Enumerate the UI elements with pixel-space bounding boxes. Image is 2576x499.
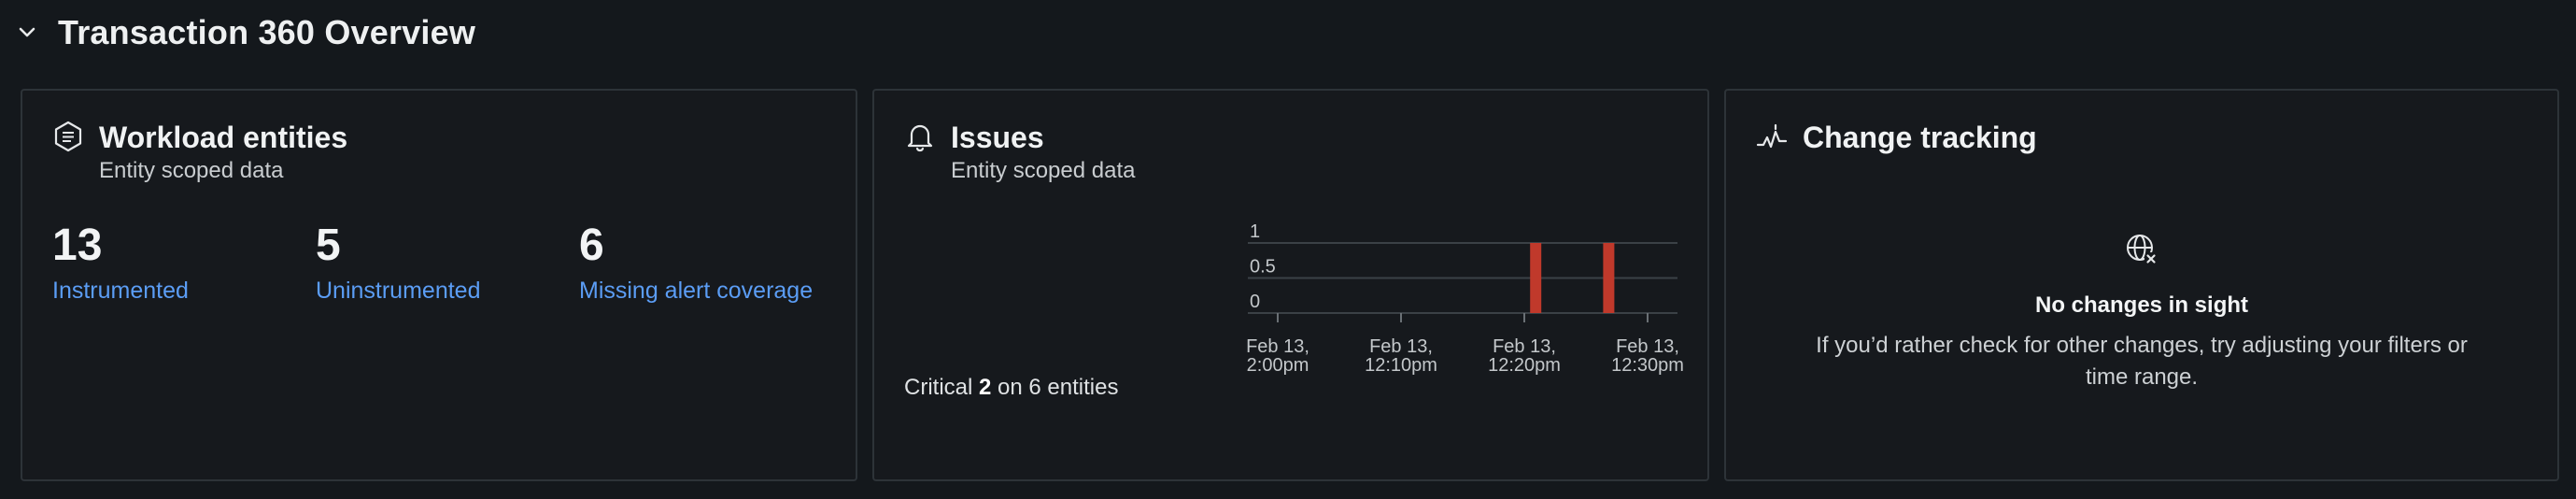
stat-uninstrumented: 5 Uninstrumented [316,220,480,305]
x-tick-label: 12:10pm [1365,355,1437,376]
chevron-down-icon[interactable] [17,22,37,43]
critical-suffix: on 6 entities [998,375,1119,400]
uninstrumented-link[interactable]: Uninstrumented [316,278,481,304]
x-tick-label: 2:00pm [1247,355,1309,376]
stat-value: 6 [579,221,604,270]
critical-count: 2 [979,375,992,400]
x-tick-label: 12:20pm [1488,355,1561,376]
empty-state-title: No changes in sight [2034,292,2249,318]
workload-entities-card: Workload entities Entity scoped data 13 … [21,89,857,481]
workload-card-title: Workload entities [99,121,348,154]
section-header: Transaction 360 Overview [17,9,475,56]
x-tick-label: 12:30pm [1611,355,1684,376]
workload-card-header: Workload entities Entity scoped data [52,119,347,184]
bell-icon [904,121,936,152]
change-tracking-icon [1756,121,1788,152]
stat-missing-alert-coverage: 6 Missing alert coverage [579,220,813,305]
missing-alert-coverage-link[interactable]: Missing alert coverage [579,278,814,304]
issues-card-title: Issues [951,121,1044,154]
globe-x-icon [2123,231,2160,268]
empty-state: No changes in sight If you’d rather chec… [1726,231,2557,393]
critical-label: Critical [904,375,973,400]
page-title: Transaction 360 Overview [58,13,476,51]
y-tick-label: 1 [1250,221,1260,242]
critical-summary: Critical 2 on 6 entities [904,375,1118,401]
empty-state-body: If you’d rather check for other changes,… [1816,333,2468,390]
change-card-title: Change tracking [1803,121,2037,154]
stat-value: 5 [316,221,341,270]
workload-icon [52,121,84,152]
instrumented-link[interactable]: Instrumented [52,278,189,304]
issues-card: Issues Entity scoped data 1 0.5 0 Feb 13, 2:… [872,89,1709,481]
stat-value: 13 [52,221,103,270]
issue-bar[interactable] [1603,243,1615,313]
change-tracking-card: Change tracking No changes in sight If y… [1724,89,2559,481]
y-tick-label: 0 [1250,292,1260,312]
change-card-header: Change tracking [1756,119,2037,156]
y-tick-label: 0.5 [1250,257,1276,278]
workload-card-subtitle: Entity scoped data [99,158,284,183]
issues-card-subtitle: Entity scoped data [951,158,1136,183]
x-tick-label: Feb 13, [1493,336,1556,357]
issues-card-header: Issues Entity scoped data [904,119,1135,184]
stat-instrumented: 13 Instrumented [52,220,189,305]
x-tick-label: Feb 13, [1369,336,1433,357]
x-tick-label: Feb 13, [1246,336,1309,357]
issue-bar[interactable] [1530,243,1542,313]
x-tick-label: Feb 13, [1616,336,1679,357]
